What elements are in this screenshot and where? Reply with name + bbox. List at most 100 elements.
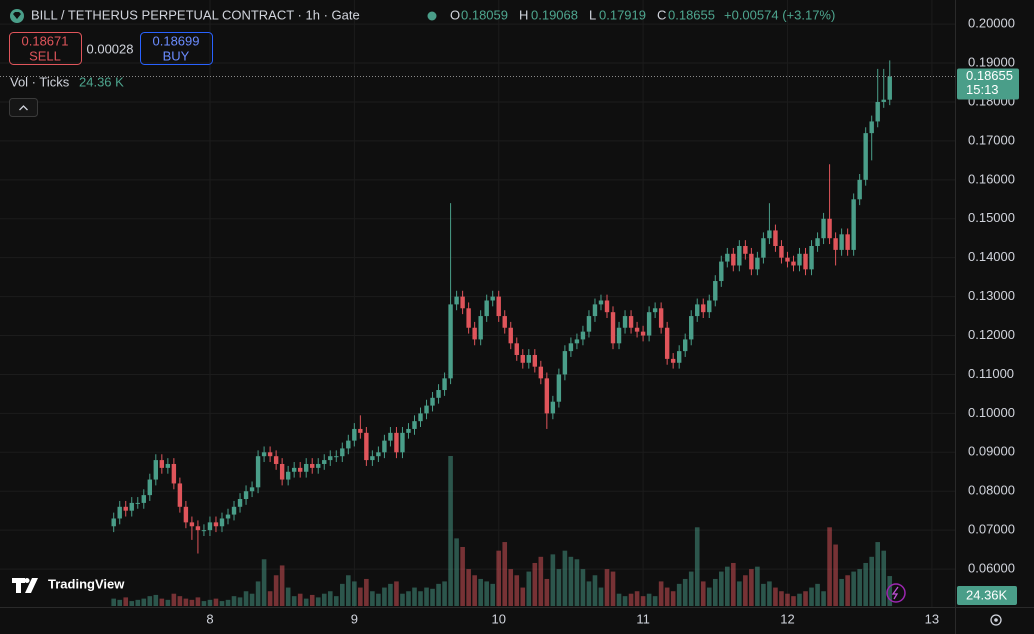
candle-body [183,506,189,523]
volume-bar [749,569,754,606]
candle-body [592,304,598,317]
y-tick-label: 0.09000 [968,444,1015,459]
candle-body [749,253,754,270]
candles [111,60,892,554]
volume-bar [863,562,868,606]
alert-icon-glyph [891,586,899,600]
volume-bar [773,587,778,606]
ohlc-value: 0.18059 [461,7,508,22]
y-tick-label: 0.17000 [968,132,1015,147]
volume-bar [117,599,123,606]
volume-bar [430,588,435,606]
volume-bar [592,575,598,606]
volume-bar [291,596,297,606]
candle-body [135,502,140,504]
volume-bar [869,556,874,606]
volume-bar [171,593,177,606]
candle-body [550,401,556,414]
candle-body [340,448,345,457]
candle-body [809,246,814,270]
candle-body [159,460,165,468]
candle-body [394,432,399,453]
candle-body [785,257,790,262]
candle-body [670,358,676,363]
candle-body [538,366,544,379]
candle-body [683,339,688,352]
volume-bar [743,575,748,606]
candle-body [701,304,706,313]
volume-bar [436,583,441,606]
candle-body [237,499,243,507]
candle-body [213,522,219,527]
volume-label: 24.36 K [79,74,124,89]
candle-body [195,526,201,531]
settings-icon[interactable] [990,614,1002,626]
candle-body [129,502,134,511]
volume-badge [957,586,1017,605]
candle-body [707,300,712,313]
volume-bar [424,587,429,606]
volume-bar [767,581,772,606]
candle-body [424,405,429,414]
y-tick-label: 0.07000 [968,522,1015,537]
collapse-button[interactable] [9,98,38,117]
candle-body [544,378,550,414]
candle-body [297,467,303,472]
price-badge [957,68,1019,100]
volume-bar [388,583,393,606]
candle-body [568,343,574,352]
volume-bar [725,566,730,606]
candle-body [610,312,616,344]
candle-body [851,199,856,250]
volume-bar [231,596,237,606]
candle-body [153,460,159,480]
candle-body [803,253,808,270]
candle-body [358,428,363,433]
volume-bar [333,596,339,606]
candle-body [628,316,634,328]
alert-icon[interactable] [886,583,906,603]
volume-bar [610,571,616,606]
candle-body [412,421,417,429]
buy-button[interactable] [140,32,213,65]
candle-body [352,428,357,441]
x-tick-label: 10 [492,611,506,626]
volume-bar [809,587,814,606]
y-tick-label: 0.20000 [968,16,1015,31]
volume-bar [598,587,604,606]
volume-bar [646,593,652,606]
volume-bar [670,591,676,606]
candle-body [556,374,562,402]
symbol-icon-glyph [13,12,21,19]
volume-bar [472,575,477,606]
candle-body [839,234,844,250]
candle-body [574,339,580,344]
candle-body [713,281,718,301]
candle-body [219,518,225,527]
volume-bar [490,583,495,606]
candle-body [364,432,369,461]
volume-bars [111,456,893,606]
sell-button[interactable] [9,32,82,65]
status-dot [427,11,437,21]
volume-bar [267,591,273,606]
overlay: 0.06000 0.07000 0.08000 0.09000 0.10000 0.110… [0,16,1019,626]
candle-body [779,246,784,258]
volume-bar [183,598,189,606]
candle-body [346,440,351,449]
candle-body [448,304,453,379]
candle-body [484,300,489,317]
volume-bar [761,583,766,606]
y-tick-label: 0.15000 [968,210,1015,225]
candle-body [400,432,405,453]
candle-body [502,316,507,328]
volume-bar [857,569,862,606]
candle-body [490,296,495,301]
volume-bar [821,591,826,606]
candle-body [833,238,838,250]
candle-body [875,101,880,122]
candle-body [887,76,892,100]
y-tick-label: 0.06000 [968,561,1015,576]
volume-bar [111,598,116,606]
x-tick-label: 11 [636,611,650,626]
